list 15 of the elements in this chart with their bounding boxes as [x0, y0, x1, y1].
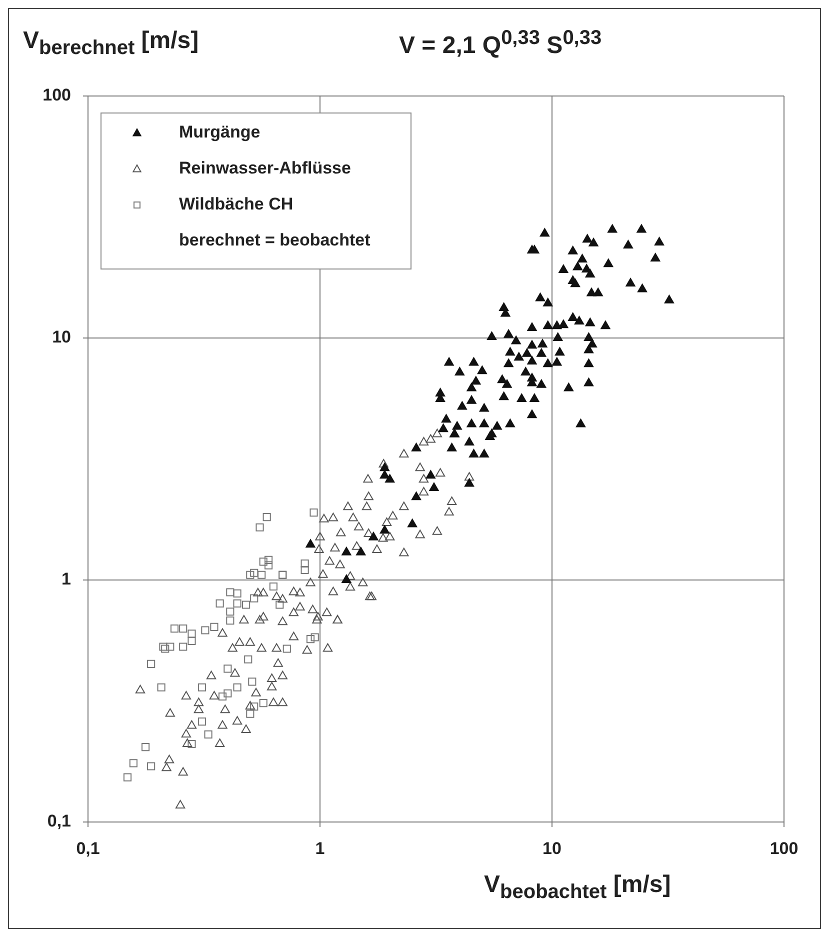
y-axis-title: V$_{berechnet}$ [m/s]	[23, 27, 199, 60]
chart-title: V = 2,1 Q$^{0,33}$ S$^{0,33}$	[399, 27, 602, 60]
x-tick-label: 0,1	[76, 838, 100, 858]
y-tick-label: 0,1	[47, 812, 71, 831]
y-tick-label: 1	[62, 570, 71, 589]
x-tick-label: 10	[542, 838, 562, 858]
x-tick-label: 1	[315, 838, 325, 858]
y-tick-label: 10	[52, 328, 71, 347]
legend-label: Reinwasser-Abflüsse	[179, 158, 351, 178]
legend-label: Wildbäche CH	[179, 194, 294, 214]
annotation: berechnet = beobachtet	[179, 230, 371, 250]
x-axis-title: V$_{beobachtet}$ [m/s]	[484, 871, 671, 904]
y-tick-label: 100	[42, 86, 71, 105]
x-tick-label: 100	[770, 838, 798, 858]
legend-label: Murgänge	[179, 122, 260, 142]
